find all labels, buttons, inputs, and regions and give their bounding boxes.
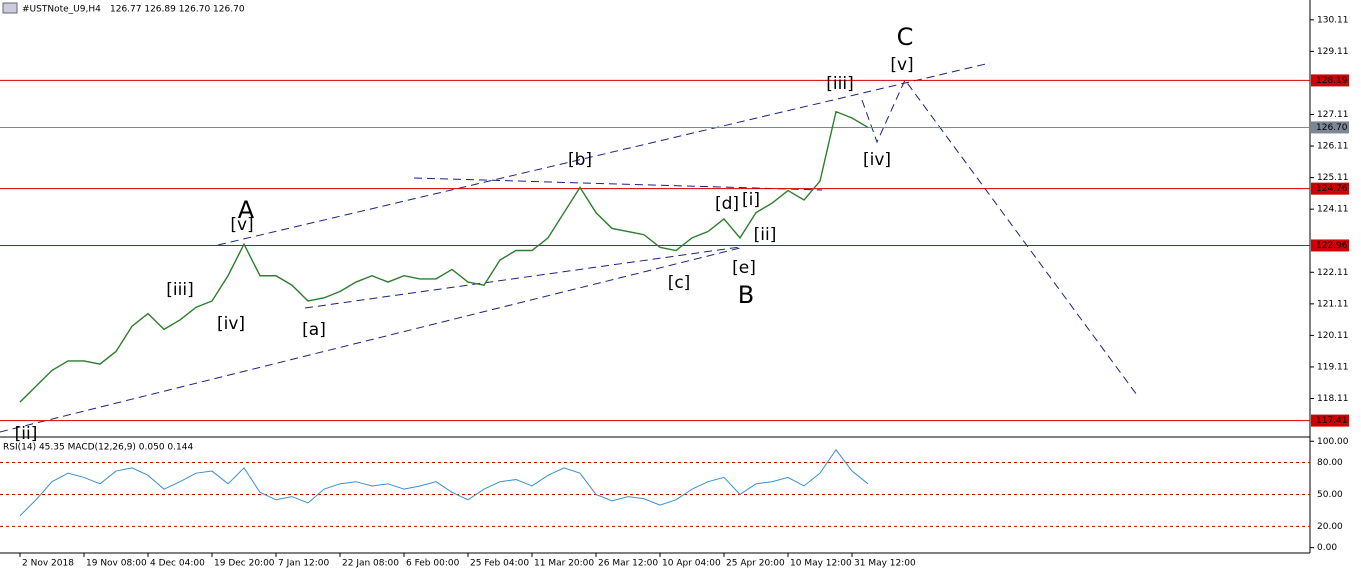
wave-label: [a]: [302, 320, 326, 340]
x-tick-label: 11 Mar 20:00: [534, 559, 594, 569]
wave-label: [c]: [668, 273, 691, 293]
y-tick-label: 121.11: [1317, 299, 1349, 309]
wave-label: [iii]: [166, 280, 193, 300]
indicator-title: RSI(14) 45.35 MACD(12,26,9) 0.050 0.144: [3, 443, 193, 453]
x-tick-label: 4 Dec 04:00: [150, 559, 205, 569]
header-prices: 126.77 126.89 126.70 126.70: [110, 5, 245, 15]
y-tick-label: 130.11: [1317, 15, 1349, 25]
wave-label: C: [897, 23, 914, 51]
wave-label: [e]: [732, 258, 756, 278]
wave-label: [iv]: [217, 314, 245, 334]
y-tick-label: 120.11: [1317, 331, 1349, 341]
wave-label: A: [238, 196, 255, 224]
rsi-tick-label: 100.00: [1317, 437, 1349, 447]
level-tag: [1311, 414, 1349, 427]
level-tag: [1311, 74, 1349, 87]
wave-label: [iii]: [826, 74, 853, 94]
level-label: 124.76: [1316, 184, 1348, 194]
level-label: 126.70: [1316, 123, 1348, 133]
x-tick-label: 25 Feb 04:00: [470, 559, 529, 569]
price-line: [19, 110, 869, 403]
x-tick-label: 7 Jan 12:00: [278, 559, 330, 569]
y-tick-label: 119.11: [1317, 362, 1349, 372]
rsi-tick-label: 80.00: [1317, 458, 1343, 468]
trend-lines: [0, 62, 1138, 433]
wave-label: [iv]: [863, 150, 891, 170]
level-label: 117.41: [1316, 416, 1348, 426]
triangle-upper: [413, 177, 823, 191]
x-tick-label: 25 Apr 20:00: [726, 559, 785, 569]
x-tick-label: 2 Nov 2018: [22, 559, 74, 569]
wave-label: [v]: [230, 215, 253, 235]
rsi-tick-label: 0.00: [1317, 543, 1337, 553]
y-tick-label: 118.11: [1317, 394, 1349, 404]
rsi-tick-label: 50.00: [1317, 490, 1343, 500]
y-tick-label: 122.11: [1317, 268, 1349, 278]
x-tick-label: 19 Nov 08:00: [86, 559, 147, 569]
x-tick-label: 26 Mar 12:00: [598, 559, 658, 569]
rsi-line: [19, 448, 869, 517]
y-tick-label: 125.11: [1317, 173, 1349, 183]
level-tag: [1311, 182, 1349, 195]
wave-label: [v]: [890, 55, 913, 75]
x-tick-label: 19 Dec 20:00: [214, 559, 275, 569]
symbol-icon: [2, 2, 18, 14]
wave-label: [ii]: [15, 424, 38, 444]
triangle-lower: [304, 246, 741, 309]
x-tick-label: 22 Jan 08:00: [342, 559, 399, 569]
level-tag: [1311, 239, 1349, 252]
wave-label: [b]: [568, 150, 592, 170]
rsi-tick-label: 20.00: [1317, 522, 1343, 532]
wave-label: [ii]: [754, 225, 777, 245]
wave-label: [d]: [715, 194, 739, 214]
x-tick-label: 10 Apr 04:00: [662, 559, 721, 569]
wave-label: B: [738, 281, 754, 309]
y-tick-label: 126.11: [1317, 142, 1349, 152]
y-tick-label: 127.11: [1317, 110, 1349, 120]
upper-channel: [217, 62, 991, 246]
lower-channel: [0, 247, 741, 433]
x-tick-label: 6 Feb 00:00: [406, 559, 460, 569]
x-tick-label: 31 May 12:00: [854, 559, 916, 569]
projection: [861, 79, 1138, 396]
level-label: 128.19: [1316, 76, 1348, 86]
symbol-title: #USTNote_U9,H4: [22, 5, 101, 15]
y-tick-label: 129.11: [1317, 47, 1349, 57]
x-tick-label: 10 May 12:00: [790, 559, 852, 569]
level-label: 122.96: [1316, 241, 1348, 251]
y-tick-label: 124.11: [1317, 205, 1349, 215]
wave-label: [i]: [742, 190, 760, 210]
level-tag: [1311, 121, 1349, 134]
